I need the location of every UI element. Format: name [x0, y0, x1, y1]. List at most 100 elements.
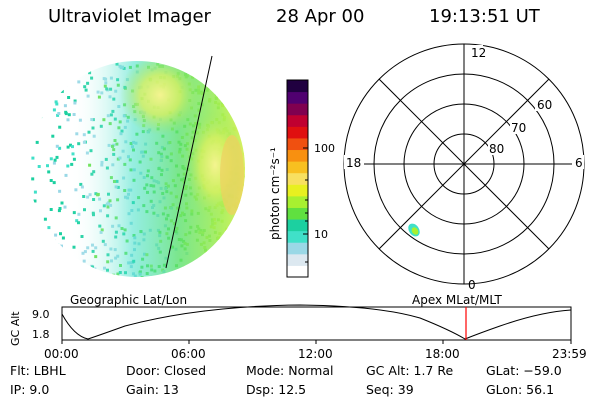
label-mask [467, 45, 483, 59]
instrument-title: Ultraviolet Imager [48, 6, 211, 27]
earth-pixel [63, 255, 67, 259]
earth-pixel [242, 63, 245, 67]
earth-pixel [87, 272, 91, 276]
earth-pixel [232, 67, 236, 71]
label-mask [488, 141, 506, 155]
earth-pixel [232, 255, 236, 259]
earth-pixel [58, 146, 62, 150]
earth-pixel [66, 118, 70, 122]
earth-pixel [236, 101, 240, 105]
earth-pixel [240, 263, 244, 266]
earth-pixel [66, 164, 70, 168]
earth-pixel [238, 212, 242, 216]
earth-pixel [32, 108, 36, 112]
earth-pixel [52, 108, 56, 112]
earth-pixel [198, 71, 202, 75]
earth-pixel [241, 79, 245, 82]
earth-pixel [67, 113, 71, 117]
earth-pixel [203, 64, 206, 68]
earth-pixel [46, 251, 50, 255]
earth-pixel [215, 69, 219, 73]
earth-pixel [217, 265, 221, 268]
time-tick-00: 00:00 [44, 347, 79, 361]
earth-pixel [241, 115, 245, 118]
earth-pixel [230, 265, 234, 269]
earth-pixel [54, 260, 58, 264]
earth-pixel [59, 276, 63, 277]
earth-pixel [57, 209, 61, 213]
earth-pixel [231, 248, 234, 252]
colorbar-segment [287, 149, 308, 162]
earth-pixel [39, 115, 43, 119]
earth-pixel [230, 80, 234, 84]
earth-pixel [222, 70, 226, 74]
time-label: 19:13:51 UT [429, 6, 540, 27]
earth-pixel [231, 271, 235, 275]
status-glat: GLat: −59.0 [486, 363, 562, 378]
earth-pixel [201, 263, 205, 267]
earth-pixel [213, 72, 217, 76]
earth-pixel [233, 244, 237, 248]
earth-pixel [63, 104, 67, 108]
earth-pixel [31, 156, 35, 160]
earth-pixel [244, 195, 245, 199]
earth-pixel [39, 255, 43, 259]
earth-pixel [228, 73, 232, 77]
earth-pixel [229, 78, 233, 82]
colorbar-segment [287, 126, 308, 139]
earth-pixel [54, 250, 58, 253]
colorbar-units-label: photon cm⁻²s⁻¹ [268, 147, 282, 240]
earth-pixel [53, 69, 57, 73]
colorbar-segment [287, 253, 308, 266]
earth-pixel [245, 94, 248, 97]
time-tick-06: 06:00 [171, 347, 206, 361]
earth-pixel [231, 83, 235, 86]
colorbar-segment [287, 80, 308, 93]
earth-pixel [231, 62, 235, 66]
earth-pixel [205, 269, 209, 272]
earth-pixel [42, 76, 46, 80]
colorbar-segment [287, 230, 308, 243]
earth-pixel [173, 63, 177, 67]
earth-pixel [239, 122, 243, 126]
earth-pixel [64, 112, 68, 116]
earth-pixel [42, 251, 46, 255]
earth-pixel [216, 79, 220, 83]
earth-pixel [235, 229, 239, 233]
earth-pixel [47, 226, 51, 230]
earth-pixel [230, 246, 234, 250]
earth-pixel [33, 199, 37, 203]
earth-pixel [89, 269, 93, 273]
earth-pixel [220, 246, 224, 250]
time-tick-18: 18:00 [425, 347, 460, 361]
earth-pixel [234, 231, 238, 235]
earth-pixel [228, 72, 232, 76]
earth-pixel [60, 89, 64, 93]
earth-pixel [41, 246, 45, 250]
label-mask [572, 155, 584, 169]
earth-pixel [214, 78, 218, 82]
earth-pixel [60, 201, 64, 205]
earth-pixel [64, 83, 68, 87]
earth-pixel [224, 275, 228, 277]
earth-pixel [234, 75, 237, 79]
earth-pixel [225, 260, 229, 264]
colorbar-segment [287, 184, 308, 197]
earth-pixel [59, 252, 63, 256]
label-mask [535, 97, 553, 111]
mlat-label-70: 70 [511, 121, 526, 135]
colorbar-segment [287, 242, 308, 255]
earth-pixel [222, 255, 226, 259]
earth-pixel [178, 268, 182, 272]
earth-pixel [53, 71, 57, 75]
earth-pixel [54, 100, 58, 104]
colorbar-segment [287, 137, 308, 151]
earth-pixel [56, 243, 60, 247]
earth-pixel [208, 268, 212, 272]
colorbar-tick-10: 10 [314, 228, 328, 241]
earth-pixel [201, 262, 205, 266]
earth-pixel [88, 267, 92, 270]
mlt-label-18: 18 [346, 156, 361, 170]
earth-pixel [53, 158, 57, 162]
earth-pixel [35, 273, 39, 277]
